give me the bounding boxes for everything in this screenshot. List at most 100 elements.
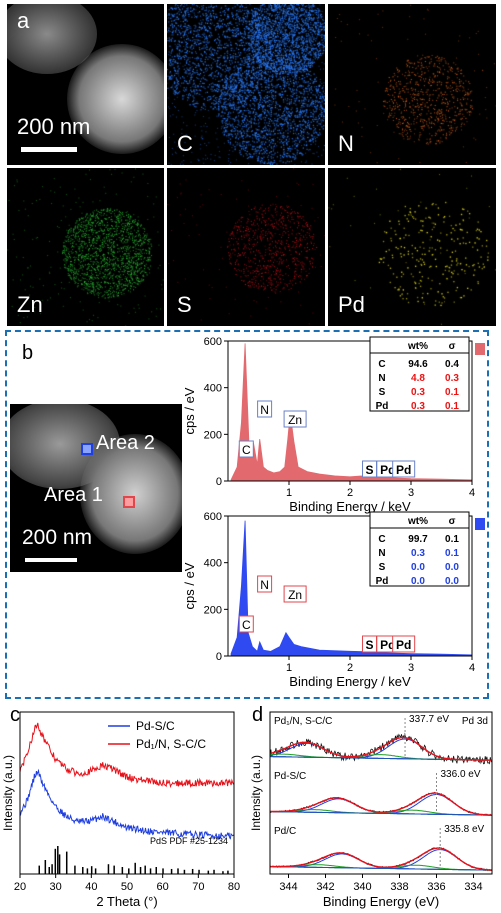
x-tick-label: 4 [469,662,475,674]
panel-a-label: a [17,8,30,33]
map-tile-zn: Zn [7,168,164,326]
table-header: σ [449,516,456,527]
panel-d-label: d [252,704,264,726]
peak-label: Zn [288,413,302,427]
x-tick-label: 340 [353,881,371,893]
table-cell: 0.3 [411,387,425,398]
table-header: wt% [407,341,428,352]
x-axis-label: Binding Energy / keV [289,499,411,514]
xrd-series-line [19,768,235,841]
area1-label: Area 1 [44,484,103,506]
table-cell: 0.4 [445,359,459,370]
table-cell: N [378,548,385,559]
x-tick-label: 4 [469,487,475,499]
peak-label-box [283,410,307,428]
table-cell: 0.1 [445,387,459,398]
peak-label: C [242,618,251,632]
plot-frame [269,711,493,875]
map-tile-n: N [328,4,496,165]
table-frame [369,511,470,587]
y-tick-label: 600 [204,511,222,523]
x-tick-label: 30 [50,881,62,893]
x-tick-label: 60 [157,881,169,893]
panel-c-label: c [10,704,20,726]
x-tick-label: 40 [85,881,97,893]
table-cell: 0.0 [411,562,425,573]
y-tick-label: 400 [204,558,222,570]
peak-label-box [283,585,307,603]
y-tick-label: 0 [216,651,222,663]
table-cell: 0.3 [445,373,459,384]
xps-chart: Pd₁/N, S-C/C 337.7 eV Pd-S/C 336.0 eV Pd/C 33… [249,711,493,909]
n-map-canvas [328,4,496,165]
eds-area2-chart: 0 200 400 600 1 2 3 4 Binding Energy / keV cps / … [182,511,485,689]
x-tick-label: 80 [228,881,240,893]
x-tick-label: 3 [408,487,414,499]
x-axis-label: Binding Energy / keV [289,674,411,689]
peak-label-box [257,575,273,593]
scale-bar-label: 200 nm [22,526,93,549]
x-axis-label: 2 Theta (°) [96,894,157,909]
map-label: S [177,292,192,317]
y-tick-label: 400 [204,383,222,395]
peak-label: N [260,578,269,592]
map-label: C [177,131,193,156]
eds-table: wt% σ C 99.7 0.1 N 0.3 0.1 S 0.0 0.0 Pd 0.0 0.0 [369,511,470,587]
table-cell: S [379,562,386,573]
x-tick-label: 3 [408,662,414,674]
map-tile-s: S [167,168,325,326]
table-cell: 0.1 [445,534,459,545]
x-tick-label: 334 [464,881,482,893]
table-cell: 0.0 [445,576,459,587]
peak-label: C [242,443,251,457]
table-cell: 0.3 [411,401,425,412]
x-tick-label: 2 [347,662,353,674]
table-frame [369,336,470,412]
y-tick-label: 0 [216,476,222,488]
table-cell: C [378,534,385,545]
y-axis-label: cps / eV [182,562,197,609]
panel-b-frame [5,330,489,699]
table-cell: N [378,373,385,384]
table-cell: Pd [376,576,389,587]
xps-baseline [270,866,492,871]
peak-label: S [366,638,374,652]
y-tick-label: 200 [204,604,222,616]
map-label: Zn [17,292,43,317]
table-header: wt% [407,516,428,527]
peak-label-box [392,635,416,653]
x-tick-label: 1 [286,662,292,674]
table-cell: Pd [376,401,389,412]
y-tick-label: 600 [204,336,222,348]
table-cell: 0.3 [411,548,425,559]
haadf-image-tile: 200 nm a [7,4,164,165]
table-cell: 0.1 [445,548,459,559]
panel-b-haadf-image: Area 2 Area 1 200 nm [10,404,182,572]
eds-table-area1 [369,341,370,342]
haadf-blob [67,44,164,154]
xps-baseline [270,811,492,816]
peak-label-box [392,460,416,478]
c-map-canvas [167,4,325,165]
table-cell: S [379,387,386,398]
legend-label: Pd₁/N, S-C/C [136,737,206,751]
peak-label-box [238,440,254,458]
x-tick-label: 338 [390,881,408,893]
xps-sample-label: Pd-S/C [274,771,306,782]
table-cell: 0.0 [411,576,425,587]
x-tick-label: 342 [316,881,334,893]
y-axis-label: cps / eV [182,387,197,434]
pd-map-canvas [328,168,496,326]
xps-title: Pd 3d [462,716,488,727]
peak-label: S [366,463,374,477]
xrd-series-line [19,722,235,789]
y-axis-label: Intensity (a.u.) [249,755,263,831]
map-label: Pd [338,292,365,317]
y-axis-label: Intensity (a.u.) [1,755,15,831]
scale-bar [25,558,77,562]
peak-label: Pd [380,463,395,477]
map-tile-pd: Pd [328,168,496,326]
legend-swatch [475,343,485,355]
table-cell: 0.0 [445,562,459,573]
legend-swatch [475,518,485,530]
